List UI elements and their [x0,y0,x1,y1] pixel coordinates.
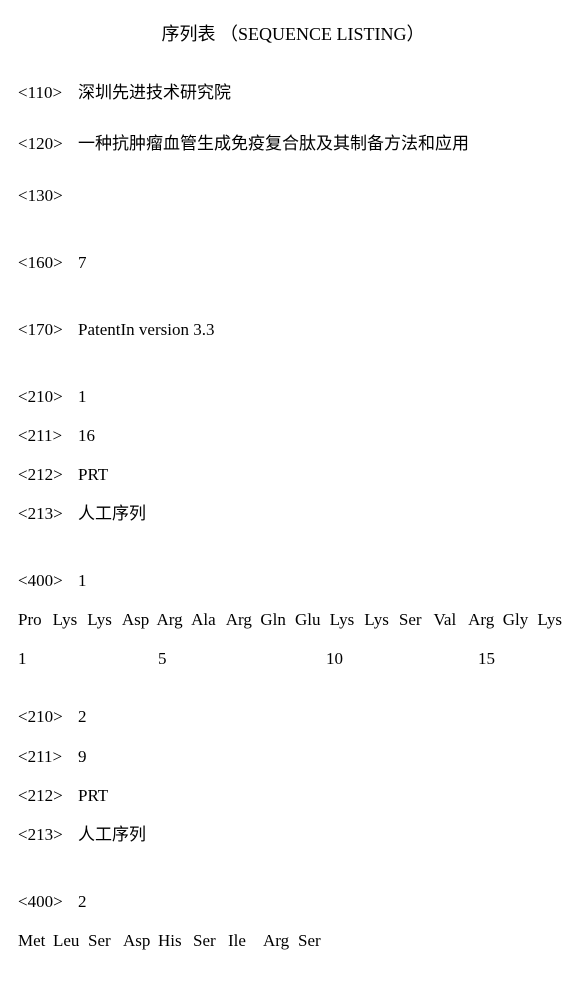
val-130 [78,176,568,215]
aa: Ser [298,921,329,960]
seq1-212: <212> PRT [18,455,568,494]
seq1-213: <213> 人工序列 [18,494,568,533]
aa: Gly [503,600,534,639]
aa: Ser [193,921,224,960]
seq2-residues: Met Leu Ser Asp His Ser Ile Arg Ser [18,921,568,960]
page-title: 序列表 （SEQUENCE LISTING） [18,14,568,55]
field-130: <130> [18,176,568,215]
val-160: 7 [78,243,568,282]
tag-160: <160> [18,243,78,282]
val-110: 深圳先进技术研究院 [78,73,568,112]
seq2-211: <211> 9 [18,737,568,776]
seq1-val-210: 1 [78,377,568,416]
seq2-tag-211: <211> [18,737,78,776]
seq1-val-211: 16 [78,416,568,455]
tag-130: <130> [18,176,78,215]
seq1-211: <211> 16 [18,416,568,455]
seq2-val-211: 9 [78,737,568,776]
aa: His [158,921,189,960]
seq2-val-400: 2 [78,882,568,921]
aa: Val [434,600,465,639]
seq2-213: <213> 人工序列 [18,815,568,854]
aa: Lys [330,600,361,639]
aa: Ser [88,921,119,960]
seq2-tag-210: <210> [18,697,78,736]
aa: Lys [537,600,568,639]
seq1-tag-212: <212> [18,455,78,494]
aa: Glu [295,600,326,639]
seq2-val-213: 人工序列 [78,815,568,854]
aa: Lys [87,600,118,639]
seq2-212: <212> PRT [18,776,568,815]
seq1-val-212: PRT [78,455,568,494]
field-170: <170> PatentIn version 3.3 [18,310,568,349]
seq1-num-15: 15 [478,639,495,678]
aa: Arg [263,921,294,960]
aa: Ile [228,921,259,960]
aa: Arg [468,600,499,639]
sequence-listing-page: 序列表 （SEQUENCE LISTING） <110> 深圳先进技术研究院 <… [0,0,586,972]
aa: Arg [157,600,188,639]
tag-120: <120> [18,124,78,163]
aa: Asp [122,600,153,639]
seq1-tag-400: <400> [18,561,78,600]
tag-110: <110> [18,73,78,112]
aa: Arg [226,600,257,639]
seq2-tag-212: <212> [18,776,78,815]
val-120: 一种抗肿瘤血管生成免疫复合肽及其制备方法和应用 [78,124,568,163]
field-120: <120> 一种抗肿瘤血管生成免疫复合肽及其制备方法和应用 [18,124,568,163]
seq2-400: <400> 2 [18,882,568,921]
aa: Leu [53,921,84,960]
aa: Ala [191,600,222,639]
seq2-210: <210> 2 [18,697,568,736]
aa: Lys [53,600,84,639]
seq2-val-212: PRT [78,776,568,815]
seq2-tag-213: <213> [18,815,78,854]
aa: Pro [18,600,49,639]
seq1-num-5: 5 [158,639,167,678]
aa: Gln [260,600,291,639]
seq1-tag-210: <210> [18,377,78,416]
aa: Lys [364,600,395,639]
seq1-210: <210> 1 [18,377,568,416]
seq1-residues: Pro Lys Lys Asp Arg Ala Arg Gln Glu Lys … [18,600,568,639]
seq1-tag-211: <211> [18,416,78,455]
seq1-tag-213: <213> [18,494,78,533]
val-170: PatentIn version 3.3 [78,310,568,349]
aa: Ser [399,600,430,639]
aa: Met [18,921,49,960]
field-110: <110> 深圳先进技术研究院 [18,73,568,112]
seq2-val-210: 2 [78,697,568,736]
seq1-val-400: 1 [78,561,568,600]
seq1-numbering: 1 5 10 15 [18,639,568,669]
tag-170: <170> [18,310,78,349]
seq2-tag-400: <400> [18,882,78,921]
aa: Asp [123,921,154,960]
seq1-val-213: 人工序列 [78,494,568,533]
seq1-num-10: 10 [326,639,343,678]
field-160: <160> 7 [18,243,568,282]
seq1-num-1: 1 [18,639,27,678]
seq1-400: <400> 1 [18,561,568,600]
